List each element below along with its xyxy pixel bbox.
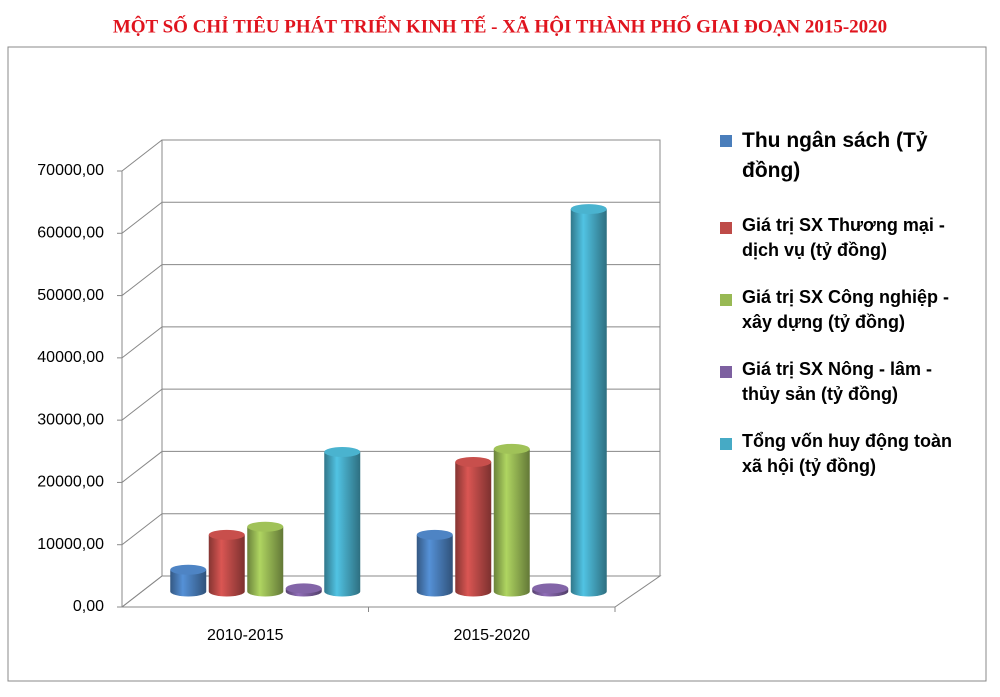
legend-label: Giá trị SX Thương mại - dịch vụ (tỷ đồng… (742, 215, 945, 260)
grid-line (121, 139, 660, 172)
chart-frame (7, 46, 987, 682)
bar (570, 209, 607, 597)
grid-line (121, 264, 660, 296)
y-tick-label: 40000,00 (37, 349, 104, 366)
legend-label: Giá trị SX Nông - lâm - thủy sản (tỷ đồn… (742, 359, 933, 404)
legend-item: Tổng vốn huy động toàn xã hội (tỷ đồng) (716, 429, 966, 479)
bar (455, 461, 492, 597)
bar-top (570, 204, 607, 215)
x-tick-label: 2015-2020 (453, 627, 530, 644)
bar-top (532, 583, 569, 594)
bar-top (493, 443, 530, 454)
bar (208, 534, 245, 597)
legend-item: Giá trị SX Công nghiệp - xây dựng (tỷ đồ… (716, 285, 966, 335)
legend: Thu ngân sách (Tỷ đồng) Giá trị SX Thương… (716, 126, 966, 501)
bar (247, 526, 284, 597)
legend-label: Tổng vốn huy động toàn xã hội (tỷ đồng) (742, 431, 952, 476)
y-tick-label: 10000,00 (37, 536, 104, 553)
bar (416, 534, 453, 597)
legend-item: Giá trị SX Thương mại - dịch vụ (tỷ đồng… (716, 213, 966, 263)
bar-top (208, 529, 245, 540)
legend-label: Giá trị SX Công nghiệp - xây dựng (tỷ đồ… (742, 287, 949, 332)
x-tick-label: 2010-2015 (207, 627, 284, 644)
y-tick-label: 0,00 (73, 598, 104, 615)
legend-label: Thu ngân sách (Tỷ đồng) (742, 129, 928, 182)
grid-line (121, 388, 660, 421)
legend-swatch (720, 294, 732, 306)
bar-top (285, 583, 322, 594)
legend-swatch (720, 366, 732, 378)
legend-swatch (720, 135, 732, 147)
bar-top (455, 456, 492, 467)
y-tick-label: 30000,00 (37, 411, 104, 428)
bar (324, 451, 361, 597)
bar (493, 448, 530, 597)
y-tick-label: 20000,00 (37, 474, 104, 491)
legend-swatch (720, 222, 732, 234)
grid-line (121, 201, 660, 234)
y-tick-label: 50000,00 (37, 287, 104, 304)
bar (170, 569, 207, 597)
bar-top (247, 521, 284, 532)
bar-top (170, 564, 207, 575)
y-tick-label: 70000,00 (37, 162, 104, 179)
bar-top (416, 529, 453, 540)
grid-line (121, 326, 660, 359)
legend-item: Giá trị SX Nông - lâm - thủy sản (tỷ đồn… (716, 357, 966, 407)
legend-item: Thu ngân sách (Tỷ đồng) (716, 126, 966, 186)
y-tick-label: 60000,00 (37, 225, 104, 242)
chart-title: MỘT SỐ CHỈ TIÊU PHÁT TRIỂN KINH TẾ - XÃ … (113, 15, 887, 37)
legend-swatch (720, 438, 732, 450)
bar-top (324, 446, 361, 457)
